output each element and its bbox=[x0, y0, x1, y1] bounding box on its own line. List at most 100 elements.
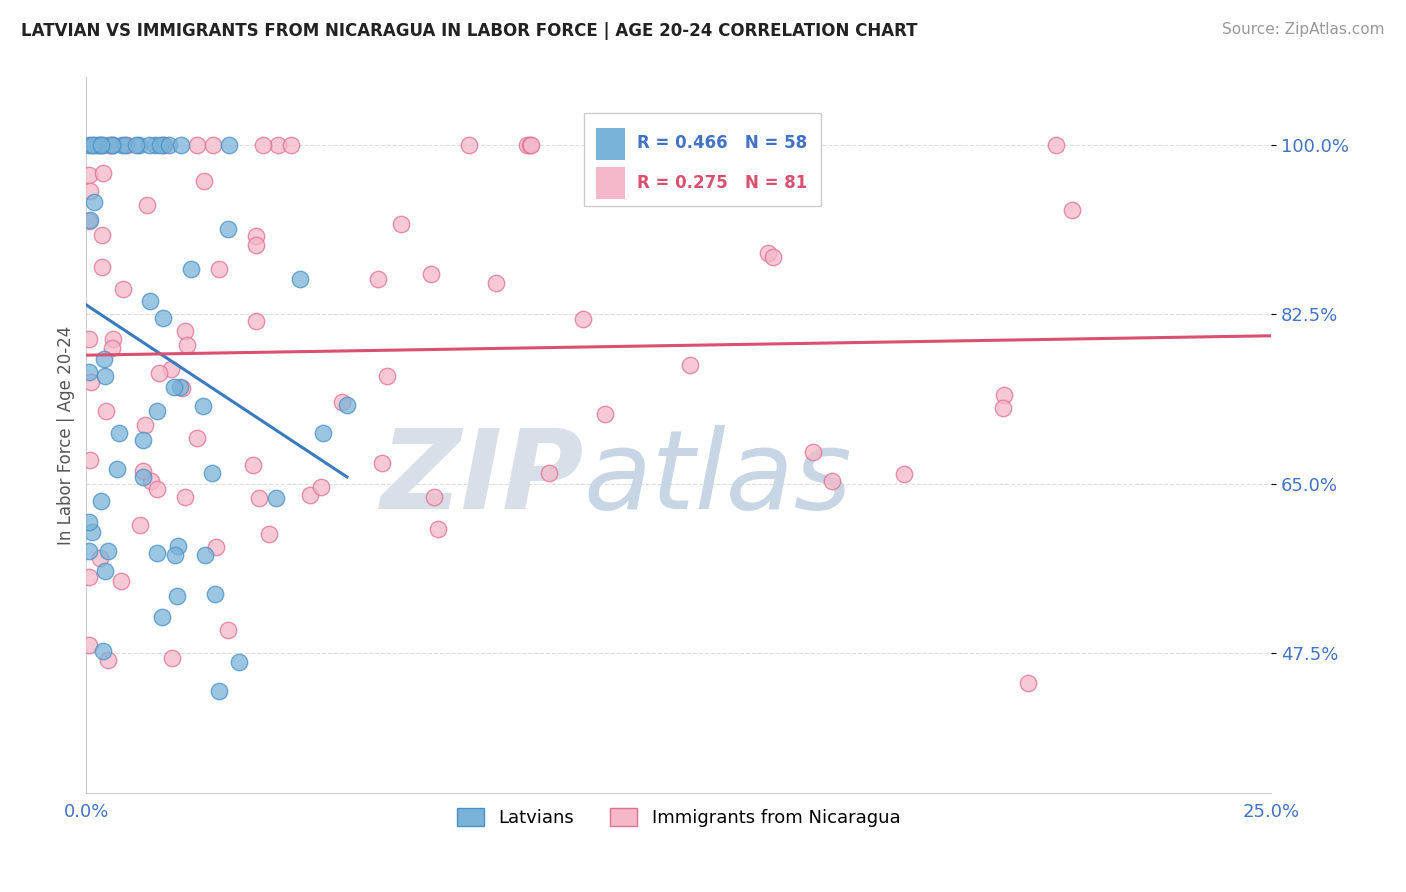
Point bbox=[485, 276, 508, 290]
Point bbox=[138, 138, 160, 153]
Point bbox=[176, 338, 198, 352]
Point bbox=[96, 403, 118, 417]
FancyBboxPatch shape bbox=[583, 113, 821, 206]
Point bbox=[280, 138, 302, 153]
Point bbox=[204, 540, 226, 554]
Point bbox=[86, 138, 108, 153]
Point bbox=[426, 522, 449, 536]
Point bbox=[330, 395, 353, 409]
Text: R = 0.275   N = 81: R = 0.275 N = 81 bbox=[637, 175, 807, 193]
Point bbox=[160, 362, 183, 376]
Point bbox=[572, 312, 595, 326]
Point bbox=[91, 260, 114, 274]
Point bbox=[170, 138, 193, 153]
Point bbox=[167, 539, 190, 553]
Point bbox=[186, 431, 208, 445]
Point bbox=[101, 332, 124, 346]
Point bbox=[91, 644, 114, 658]
Point bbox=[593, 407, 616, 421]
Point bbox=[103, 138, 125, 153]
Point bbox=[77, 515, 100, 529]
Point bbox=[94, 368, 117, 383]
Point bbox=[97, 653, 120, 667]
Point bbox=[516, 138, 538, 153]
Point bbox=[97, 544, 120, 558]
Point bbox=[160, 650, 183, 665]
Point bbox=[134, 418, 156, 433]
Point bbox=[336, 397, 359, 411]
Point bbox=[370, 456, 392, 470]
Point bbox=[79, 213, 101, 227]
Point bbox=[520, 138, 543, 153]
Point bbox=[309, 480, 332, 494]
Point bbox=[538, 466, 561, 480]
Point bbox=[77, 544, 100, 558]
Point bbox=[77, 365, 100, 379]
Point bbox=[157, 138, 180, 153]
Point bbox=[166, 590, 188, 604]
Point bbox=[420, 267, 443, 281]
Point bbox=[89, 138, 111, 153]
Point bbox=[90, 138, 112, 153]
Point bbox=[893, 467, 915, 481]
Point bbox=[79, 452, 101, 467]
Point bbox=[264, 491, 287, 505]
Point bbox=[165, 548, 187, 562]
Point bbox=[146, 404, 169, 418]
Point bbox=[193, 174, 215, 188]
Point bbox=[217, 624, 239, 638]
Point bbox=[77, 169, 100, 183]
Point bbox=[110, 574, 132, 588]
Point bbox=[1045, 138, 1067, 153]
Point bbox=[163, 380, 186, 394]
Point bbox=[993, 388, 1015, 402]
Point bbox=[93, 351, 115, 366]
Point bbox=[228, 655, 250, 669]
Point bbox=[267, 138, 290, 153]
Point bbox=[193, 399, 215, 413]
Point bbox=[108, 425, 131, 440]
Point bbox=[128, 517, 150, 532]
FancyBboxPatch shape bbox=[596, 128, 626, 160]
Point bbox=[153, 138, 176, 153]
Text: ZIP: ZIP bbox=[381, 425, 583, 532]
Point bbox=[457, 138, 479, 153]
Point bbox=[152, 138, 174, 153]
Point bbox=[91, 138, 114, 153]
Point bbox=[149, 138, 172, 153]
Point bbox=[150, 610, 173, 624]
Point bbox=[762, 250, 785, 264]
Point bbox=[146, 546, 169, 560]
Point bbox=[201, 466, 224, 480]
Point bbox=[114, 138, 136, 153]
Point bbox=[112, 282, 135, 296]
Point bbox=[83, 195, 105, 210]
Point bbox=[115, 138, 138, 153]
Point bbox=[801, 445, 824, 459]
Point bbox=[207, 262, 229, 277]
Point bbox=[180, 262, 202, 277]
Point bbox=[146, 482, 169, 496]
Point bbox=[100, 341, 122, 355]
Point bbox=[389, 217, 412, 231]
Point bbox=[90, 228, 112, 243]
Point bbox=[139, 474, 162, 488]
Point bbox=[208, 684, 231, 698]
Point bbox=[77, 213, 100, 227]
Point bbox=[367, 272, 389, 286]
Point bbox=[245, 314, 267, 328]
Point bbox=[93, 564, 115, 578]
Point bbox=[170, 382, 193, 396]
Text: atlas: atlas bbox=[583, 425, 852, 532]
Point bbox=[77, 138, 100, 153]
Point bbox=[519, 138, 541, 153]
Point bbox=[80, 375, 103, 389]
Point bbox=[79, 184, 101, 198]
Point bbox=[128, 138, 150, 153]
Point bbox=[247, 491, 270, 505]
Point bbox=[101, 138, 124, 153]
Point bbox=[242, 458, 264, 472]
Point bbox=[1017, 676, 1039, 690]
Point bbox=[423, 491, 446, 505]
Point bbox=[217, 221, 239, 235]
